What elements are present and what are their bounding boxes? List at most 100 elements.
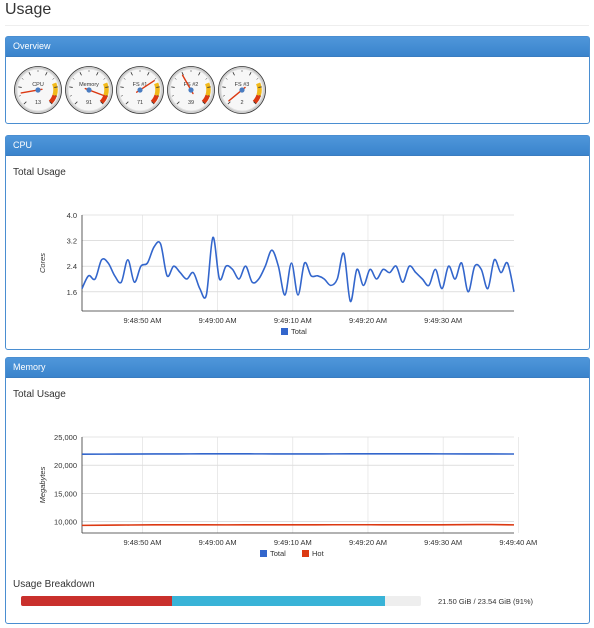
gauge-label: FS #1 — [133, 82, 148, 88]
gauge-tick — [171, 95, 174, 97]
overview-panel: Overview CPU 13 Memory 91 FS #1 71 FS #2 39 FS #… — [5, 36, 590, 124]
page-title: Usage — [5, 1, 52, 18]
overview-heading: Overview — [6, 37, 589, 57]
gauge-fs-3: FS #3 2 — [218, 66, 266, 114]
memory-series-hot-line — [81, 523, 515, 527]
usage-breakdown-summary: 21.50 GiB / 23.54 GiB (91%) — [438, 597, 534, 606]
memory-x-tick-label: 9:49:00 AM — [199, 538, 237, 547]
usage-segment-cold — [172, 596, 385, 606]
gauge-tick — [151, 101, 155, 105]
gauge-tick — [207, 86, 211, 88]
gauge-yellow-zone — [205, 82, 211, 97]
gauge-memory: Memory 91 — [65, 66, 113, 114]
cpu-chart: 4.0 3.2 2.4 1.6 9:48:50 AM 9:49:00 AM 9:49:10 … — [38, 211, 515, 336]
gauge-tick — [120, 86, 124, 88]
gauge-tick — [72, 78, 75, 80]
gauge-tick — [156, 86, 160, 88]
gauge-yellow-zone — [256, 82, 262, 97]
cpu-y-tick-label: 3.2 — [67, 237, 77, 246]
gauge-yellow-zone — [52, 82, 58, 97]
gauge-tick — [100, 101, 104, 105]
gauge-hub — [137, 87, 143, 93]
gauge-tick — [96, 71, 99, 76]
gauge-tick — [49, 101, 53, 105]
gauge-tick — [123, 78, 126, 80]
cpu-x-tick-label: 9:49:00 AM — [199, 316, 237, 325]
gauge-tick — [208, 95, 211, 97]
gauge-tick — [174, 78, 177, 80]
gauge-tick — [106, 95, 109, 97]
gauge-tick — [120, 95, 123, 97]
gauge-hub — [188, 87, 194, 93]
gauge-value: 71 — [137, 100, 143, 106]
gauge-label: CPU — [32, 82, 44, 88]
cpu-section-title: Total Usage — [13, 167, 66, 178]
gauge-value: 39 — [188, 100, 194, 106]
cpu-x-tick-label: 9:49:20 AM — [349, 316, 387, 325]
memory-legend-swatch — [260, 550, 267, 557]
gauge-tick — [55, 95, 58, 97]
cpu-x-tick-label: 9:49:10 AM — [274, 316, 312, 325]
gauge-yellow-zone — [103, 82, 109, 97]
gauge-tick — [198, 71, 201, 76]
memory-x-tick-label: 9:49:10 AM — [274, 538, 312, 547]
gauge-tick — [105, 86, 109, 88]
memory-x-tick-label: 9:49:30 AM — [424, 538, 462, 547]
gauge-fs-2: FS #2 39 — [167, 66, 215, 114]
gauge-label: Memory — [79, 82, 99, 88]
title-divider — [5, 25, 589, 26]
gauge-tick — [79, 71, 82, 76]
memory-y-tick-label: 20,000 — [54, 461, 77, 470]
cpu-series-total-line — [81, 236, 515, 303]
gauge-tick — [69, 95, 72, 97]
memory-legend-swatch — [302, 550, 309, 557]
memory-x-tick-label: 9:49:20 AM — [349, 538, 387, 547]
cpu-y-tick-label: 1.6 — [67, 288, 77, 297]
cpu-heading: CPU — [6, 136, 589, 156]
gauge-tick — [130, 71, 133, 76]
cpu-y-axis-label: Cores — [38, 253, 47, 273]
gauge-tick — [222, 86, 226, 88]
gauge-tick — [225, 78, 228, 80]
memory-y-tick-label: 10,000 — [54, 518, 77, 527]
cpu-x-tick-label: 9:49:30 AM — [424, 316, 462, 325]
gauge-tick — [28, 71, 31, 76]
gauge-tick — [21, 78, 24, 80]
gauge-tick — [69, 86, 73, 88]
memory-section-title: Total Usage — [13, 389, 66, 400]
gauge-tick — [74, 101, 78, 105]
usage-breakdown-bar — [21, 596, 421, 606]
gauge-tick — [45, 71, 48, 76]
cpu-legend-label: Total — [291, 327, 307, 336]
cpu-y-tick-label: 4.0 — [67, 211, 77, 220]
gauge-hub — [239, 87, 245, 93]
gauge-tick — [157, 95, 160, 97]
memory-x-tick-label: 9:49:40 AM — [499, 538, 537, 547]
gauge-tick — [23, 101, 27, 105]
gauge-tick — [253, 101, 257, 105]
gauge-label: FS #2 — [184, 82, 199, 88]
gauge-tick — [125, 101, 129, 105]
gauge-tick — [54, 86, 58, 88]
gauge-hub — [35, 87, 41, 93]
gauge-tick — [171, 86, 175, 88]
gauge-tick — [181, 71, 184, 76]
gauge-tick — [176, 101, 180, 105]
gauge-yellow-zone — [154, 82, 160, 97]
memory-y-axis-label: Megabytes — [38, 466, 47, 503]
memory-x-tick-label: 9:48:50 AM — [124, 538, 162, 547]
gauge-tick — [249, 71, 252, 76]
gauge-hub — [86, 87, 92, 93]
gauge-value: 13 — [35, 100, 41, 106]
gauge-value: 91 — [86, 100, 92, 106]
gauge-value: 2 — [240, 100, 243, 106]
gauge-tick — [222, 95, 225, 97]
memory-y-tick-label: 15,000 — [54, 489, 77, 498]
memory-chart: 25,000 20,000 15,000 10,000 9:48:50 AM 9:49:0… — [38, 433, 537, 558]
gauge-tick — [258, 86, 262, 88]
gauge-label: FS #3 — [235, 82, 250, 88]
gauge-tick — [154, 78, 157, 80]
memory-heading: Memory — [6, 358, 589, 378]
gauge-tick — [202, 101, 206, 105]
memory-panel: Memory Total Usage 25,000 20,000 15,000 10,… — [5, 357, 590, 624]
